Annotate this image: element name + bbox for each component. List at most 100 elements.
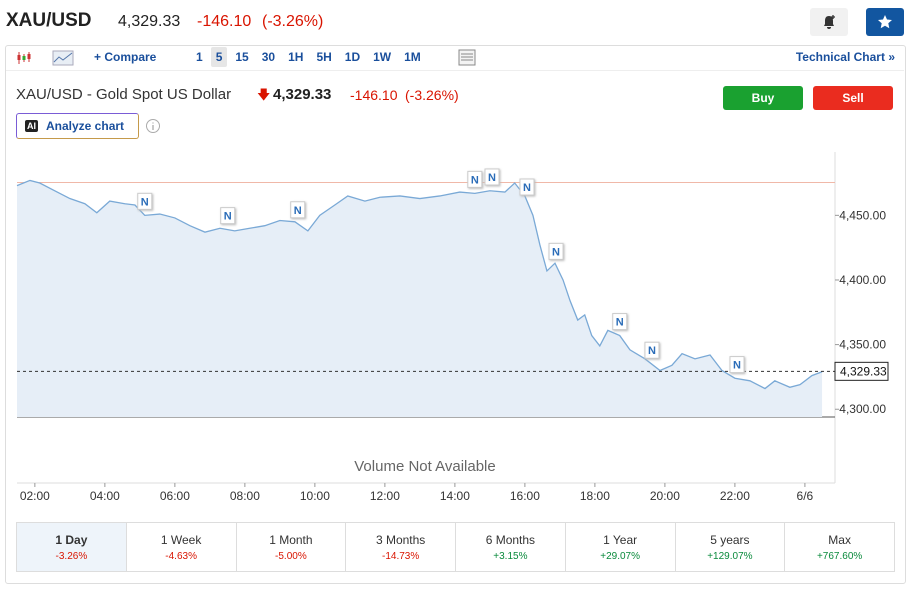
interval-button[interactable]: 1H [288, 50, 304, 64]
toolbar: + Compare 1 5 15 30 1H 5H 1D 1W 1M Technical Cha… [6, 46, 904, 71]
news-marker [612, 313, 628, 331]
x-tick-label: 16:00 [510, 489, 540, 503]
period-change: -4.63% [165, 551, 197, 562]
ai-badge: AI [25, 120, 38, 132]
bell-icon [824, 15, 835, 29]
period-name: 5 years [710, 533, 750, 547]
period-change: -14.73% [382, 551, 420, 562]
compare-label: Compare [104, 50, 157, 64]
chart: Investing.com4,329.334,300.004,350.004,4… [16, 152, 889, 503]
technical-chart-label: Technical Chart [795, 50, 885, 64]
period-name: Max [828, 533, 851, 547]
line [16, 179, 823, 390]
period-name: 1 Day [55, 533, 88, 547]
change-percent: (-3.26%) [262, 13, 324, 30]
interval-button[interactable]: 15 [235, 50, 249, 64]
period-change: +29.07% [600, 551, 640, 562]
table-icon [458, 49, 476, 66]
technical-chart-link[interactable]: Technical Chart » [795, 50, 895, 64]
period-name: 1 Year [603, 533, 638, 547]
star-icon [878, 15, 892, 29]
x-tick-label: 08:00 [230, 489, 260, 503]
down-arrow: 🡇 [257, 87, 271, 102]
x-tick-label: 14:00 [440, 489, 470, 503]
news-marker [519, 178, 535, 196]
quote-price: 4,329.33 [273, 86, 332, 103]
period-tab[interactable]: 1 Month -5.00% [235, 523, 346, 571]
news-label: N [224, 211, 232, 223]
news-label: N [648, 345, 656, 357]
interval-button[interactable]: 5H [316, 50, 332, 64]
last-price-box [834, 361, 889, 381]
x-tick-label: 02:00 [20, 489, 50, 503]
interval-button[interactable]: 1W [373, 50, 392, 64]
period-tab[interactable]: 1 Week -4.63% [125, 523, 236, 571]
period-change: -5.00% [275, 551, 307, 562]
period-tab[interactable]: 1 Day -3.26% [16, 523, 126, 571]
news-label: N [141, 196, 149, 208]
y-tick-label: 4,450.00 [839, 208, 886, 222]
watchlist-button[interactable] [866, 8, 904, 36]
interval-button[interactable]: 1D [344, 50, 361, 64]
y-tick-label: 4,400.00 [839, 273, 886, 287]
y-tick-label: 4,350.00 [839, 338, 886, 352]
x-tick-label: 22:00 [720, 489, 750, 503]
symbol: XAU/USD [6, 10, 92, 31]
info-icon [146, 119, 160, 133]
period-tab[interactable]: 3 Months -14.73% [345, 523, 455, 571]
period-name: 1 Month [269, 533, 313, 547]
period-tab[interactable]: Max +767.60% [784, 523, 894, 571]
interval-button[interactable]: 1M [404, 50, 421, 64]
analyze-chart-button[interactable]: AI Analyze chart [16, 113, 139, 139]
x-tick-label: 04:00 [90, 489, 120, 503]
alert-button[interactable] [810, 8, 848, 36]
x-tick-label: 12:00 [370, 489, 400, 503]
news-marker [137, 192, 153, 210]
sell-button[interactable]: Sell [813, 86, 893, 110]
period-change: +3.15% [493, 551, 528, 562]
buy-button[interactable]: Buy [723, 86, 803, 110]
annotation: Volume Not Available [354, 458, 495, 475]
period-name: 3 Months [375, 533, 426, 547]
news-label: N [294, 205, 302, 217]
news-label: N [552, 246, 560, 258]
period-change: -3.26% [55, 551, 88, 562]
news-label: N [523, 182, 531, 194]
news-label: N [471, 174, 479, 186]
y-tick-label: 4,300.00 [839, 402, 886, 416]
period-name: 6 Months [485, 533, 536, 547]
chart-type-icons [17, 50, 74, 66]
period-tab[interactable]: 6 Months +3.15% [455, 523, 565, 571]
interval-list: 1 5 15 30 1H 5H 1D 1W 1M [191, 47, 429, 67]
period-change: +129.07% [707, 551, 753, 562]
news-label: N [733, 360, 741, 372]
period-name: 1 Week [160, 533, 202, 547]
period-tab[interactable]: 1 Year +29.07% [564, 523, 675, 571]
period-change: +767.60% [816, 551, 863, 562]
x-tick-label: 18:00 [580, 489, 610, 503]
compare-button[interactable]: + Compare [94, 50, 157, 64]
quote-change-percent: (-3.26%) [405, 87, 459, 103]
period-tab[interactable]: 5 years +129.07% [674, 523, 785, 571]
chart-card [5, 45, 906, 584]
change: -146.10 [197, 13, 252, 30]
period-tabs: 1 Day -3.26% 1 Week -4.63% 1 Month -5.00% 3 Mo… [16, 522, 895, 572]
news-marker [729, 356, 745, 374]
quote-name: XAU/USD - Gold Spot US Dollar [16, 86, 232, 103]
news-marker [644, 341, 660, 359]
price: 4,329.33 [118, 13, 181, 30]
news-marker [484, 168, 500, 186]
quote-change: -146.10 [350, 87, 398, 103]
x-tick-label: 6/6 [797, 489, 814, 503]
interval-button[interactable]: 1 [196, 50, 203, 64]
news-label: N [488, 172, 496, 184]
interval-button[interactable]: 30 [261, 50, 276, 64]
news-marker [548, 242, 564, 260]
interval-button[interactable]: 5 [210, 47, 228, 67]
x-tick-label: 06:00 [160, 489, 190, 503]
x-tick-label: 10:00 [300, 489, 330, 503]
last-price-label: 4,329.33 [840, 364, 887, 378]
news-label: N [616, 317, 624, 329]
analyze-label: Analyze chart [46, 119, 125, 133]
